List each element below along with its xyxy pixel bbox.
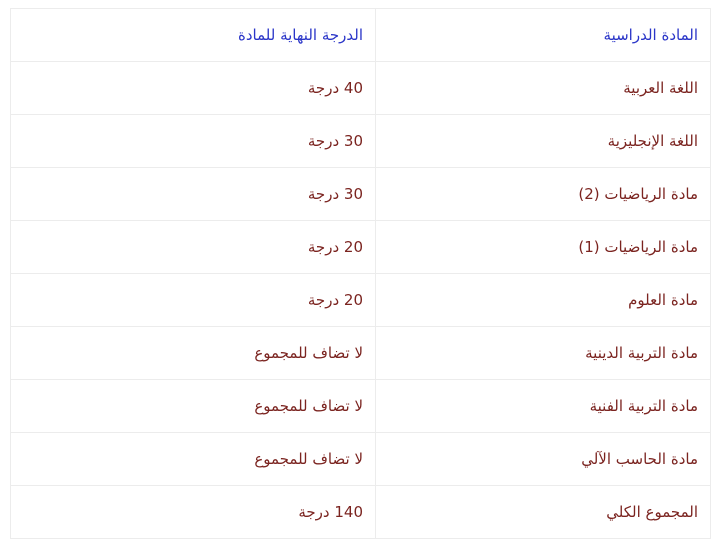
subject-cell: مادة الرياضيات (2) [375, 167, 711, 221]
subject-cell: المجموع الكلي [375, 485, 711, 539]
table-row: مادة العلوم 20 درجة [10, 273, 711, 327]
grade-cell: 20 درجة [10, 273, 376, 327]
grade-cell: 30 درجة [10, 167, 376, 221]
table-row: مادة التربية الفنية لا تضاف للمجموع [10, 379, 711, 433]
grade-cell: 30 درجة [10, 114, 376, 168]
header-subject: المادة الدراسية [375, 8, 711, 62]
subject-cell: اللغة العربية [375, 61, 711, 115]
subject-cell: مادة العلوم [375, 273, 711, 327]
table-row: اللغة العربية 40 درجة [10, 61, 711, 115]
grades-table: المادة الدراسية الدرجة النهاية للمادة ال… [10, 8, 711, 539]
table-row: مادة الحاسب الآلي لا تضاف للمجموع [10, 432, 711, 486]
header-max-grade: الدرجة النهاية للمادة [10, 8, 376, 62]
table-row: مادة الرياضيات (2) 30 درجة [10, 167, 711, 221]
grade-cell: لا تضاف للمجموع [10, 326, 376, 380]
grade-cell: 40 درجة [10, 61, 376, 115]
grade-cell: 140 درجة [10, 485, 376, 539]
grade-cell: 20 درجة [10, 220, 376, 274]
table-row: المجموع الكلي 140 درجة [10, 485, 711, 539]
subject-cell: مادة الرياضيات (1) [375, 220, 711, 274]
table-row: مادة التربية الدينية لا تضاف للمجموع [10, 326, 711, 380]
subject-cell: مادة الحاسب الآلي [375, 432, 711, 486]
subject-cell: مادة التربية الدينية [375, 326, 711, 380]
grade-cell: لا تضاف للمجموع [10, 432, 376, 486]
subject-cell: اللغة الإنجليزية [375, 114, 711, 168]
table-header-row: المادة الدراسية الدرجة النهاية للمادة [10, 8, 711, 62]
table-row: اللغة الإنجليزية 30 درجة [10, 114, 711, 168]
grade-cell: لا تضاف للمجموع [10, 379, 376, 433]
subject-cell: مادة التربية الفنية [375, 379, 711, 433]
table-row: مادة الرياضيات (1) 20 درجة [10, 220, 711, 274]
